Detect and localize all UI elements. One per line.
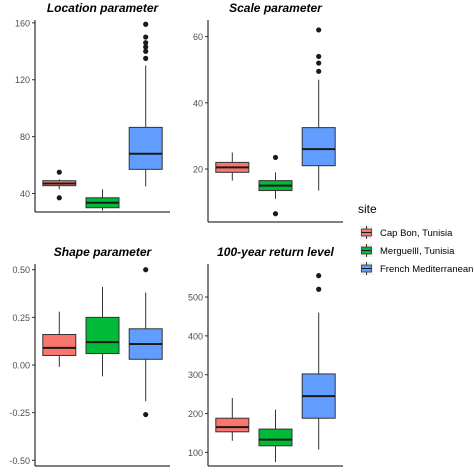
panel-title: 100-year return level <box>217 245 334 259</box>
outlier-point <box>316 53 322 60</box>
y-tick-label: 400 <box>188 331 203 341</box>
outlier-point <box>272 154 279 161</box>
legend-title: site <box>358 202 377 216</box>
outlier-point <box>143 40 149 46</box>
outlier-point <box>143 48 149 54</box>
panel-3: Shape parameter -0.50 -0.25 0.00 0.25 0.50 <box>9 245 170 467</box>
y-tick-label: -0.25 <box>9 408 30 418</box>
y-tick-label: 120 <box>15 75 30 85</box>
outlier-point <box>143 267 149 273</box>
box-iqr <box>258 428 293 447</box>
y-tick-label: 40 <box>20 189 30 199</box>
legend-label: MerguellI, Tunisia <box>380 246 455 257</box>
panel-title: Shape parameter <box>54 245 153 259</box>
box-3 <box>301 27 336 191</box>
y-tick-label: -0.50 <box>9 456 30 466</box>
outlier-point <box>143 44 149 50</box>
box-3 <box>128 267 163 418</box>
outlier-point <box>56 169 62 175</box>
outlier-point <box>143 55 149 62</box>
y-tick-label: 40 <box>193 98 203 108</box>
y-tick-label: 100 <box>188 448 203 458</box>
panel-title: Location parameter <box>47 1 160 15</box>
box-iqr <box>42 334 77 356</box>
box-iqr <box>128 126 163 170</box>
y-tick-label: 0.00 <box>12 361 30 371</box>
box-1 <box>42 169 77 201</box>
y-tick-label: 20 <box>193 165 203 175</box>
legend-item: Cap Bon, Tunisia <box>360 226 453 239</box>
box-iqr <box>301 127 336 167</box>
box-iqr <box>85 316 120 355</box>
outlier-point <box>143 21 149 27</box>
box-2 <box>85 189 120 211</box>
box-1 <box>42 311 77 367</box>
chart-panels: Location parameter 40 80 120 160 Scale parame… <box>9 1 343 467</box>
y-tick-label: 60 <box>193 32 203 42</box>
box-iqr <box>215 417 250 433</box>
outlier-point <box>316 60 322 66</box>
box-3 <box>301 273 336 450</box>
box-2 <box>85 286 120 377</box>
outlier-point <box>143 34 149 40</box>
outlier-point <box>143 411 149 418</box>
outlier-point <box>316 286 322 292</box>
y-tick-label: 0.25 <box>12 313 30 323</box>
box-2 <box>258 409 293 463</box>
box-1 <box>215 152 250 181</box>
legend: site Cap Bon, Tunisia MerguellI, Tunisia F… <box>358 202 473 275</box>
y-tick-label: 300 <box>188 370 203 380</box>
outlier-point <box>316 27 322 33</box>
y-tick-label: 0.50 <box>12 265 30 275</box>
panel-1: Location parameter 40 80 120 160 <box>15 1 170 213</box>
y-tick-label: 500 <box>188 293 203 303</box>
legend-items: Cap Bon, Tunisia MerguellI, Tunisia French… <box>360 226 473 275</box>
panel-2: Scale parameter 20 40 60 <box>193 1 343 223</box>
panel-4: 100-year return level 100 200 300 400 500 <box>188 245 343 467</box>
legend-label: Cap Bon, Tunisia <box>380 228 453 239</box>
box-1 <box>215 398 250 441</box>
box-3 <box>128 21 163 187</box>
outlier-point <box>316 273 322 279</box>
y-tick-label: 80 <box>20 132 30 142</box>
y-tick-label: 160 <box>15 18 30 28</box>
outlier-point <box>316 68 322 74</box>
legend-item: MerguellI, Tunisia <box>360 244 455 257</box>
box-2 <box>258 154 293 217</box>
panel-title: Scale parameter <box>229 1 323 15</box>
y-tick-label: 200 <box>188 409 203 419</box>
legend-label: French Mediterranean <box>380 264 473 275</box>
legend-item: French Mediterranean <box>360 262 473 275</box>
outlier-point <box>56 195 62 201</box>
outlier-point <box>272 211 279 217</box>
